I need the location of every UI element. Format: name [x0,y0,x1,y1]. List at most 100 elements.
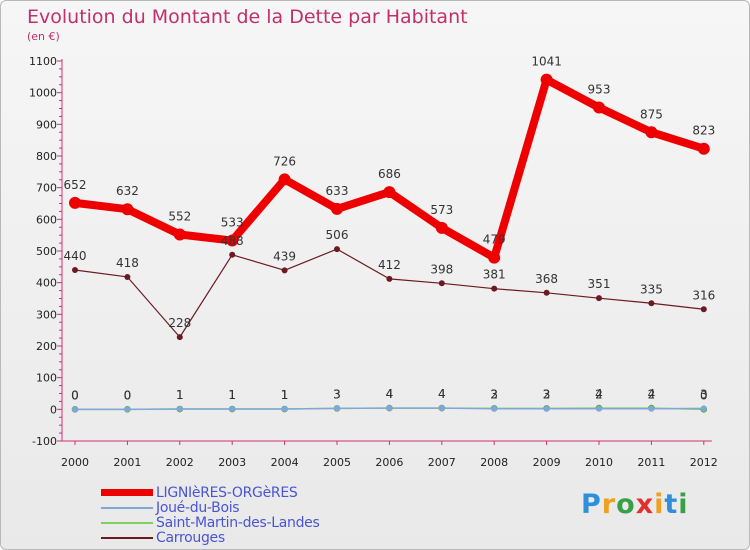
data-label: 2 [648,388,656,402]
data-label: 875 [640,107,663,121]
data-point [69,196,81,209]
data-label: 4 [438,387,446,401]
logo-letter: P [581,489,602,520]
legend-item-joue: Joué-du-Bois [101,500,401,516]
x-tick-label: 2010 [585,456,613,469]
legend-swatch-ligniere [101,489,153,496]
data-label: 632 [116,184,139,198]
data-point [278,173,291,186]
data-label: 1 [281,388,289,402]
data-label: 3 [700,387,708,401]
x-tick-label: 2006 [375,456,403,469]
data-label: 439 [273,249,296,263]
data-label: 0 [124,388,132,402]
data-point [386,405,393,412]
data-point [176,334,183,341]
legend-label-carrouges: Carrouges [156,530,225,546]
data-label: 686 [378,167,401,181]
data-label: 3 [490,387,498,401]
data-point [491,405,498,412]
data-label: 2 [490,388,498,402]
data-point [334,246,340,253]
x-tick-label: 2012 [690,456,718,469]
data-label: 823 [692,124,715,138]
legend-item-ligniere: LIGNIèRES-ORGèRES [101,485,401,501]
data-label: 4 [648,387,656,401]
data-point [281,406,288,413]
data-label: 726 [273,154,296,168]
data-label: 3 [543,387,551,401]
y-tick-label: 400 [36,277,57,290]
data-point [697,142,710,155]
y-tick-label: 100 [36,372,57,385]
legend-label-joue: Joué-du-Bois [156,500,240,516]
x-tick-label: 2008 [480,456,508,469]
y-tick-label: 0 [50,403,57,416]
x-tick-label: 2002 [166,456,194,469]
data-point [596,405,602,412]
data-point [648,300,655,307]
data-label: 4 [386,387,394,401]
y-tick-label: 200 [36,340,57,353]
y-tick-label: 300 [36,308,57,321]
data-label: 398 [430,262,453,276]
data-point [386,275,393,282]
data-point [700,405,707,412]
x-tick-label: 2005 [323,456,351,469]
data-point [226,234,239,247]
y-tick-label: 800 [36,150,57,163]
logo-letter: t [664,489,679,520]
legend-item-saint-martin: Saint-Martin-des-Landes [101,515,401,531]
data-point [331,202,343,215]
data-label: 533 [221,216,244,230]
data-point [72,406,78,413]
data-label: 1 [228,388,236,402]
data-label: 335 [640,282,663,296]
data-label: 351 [588,277,611,291]
data-label: 381 [483,268,506,282]
logo-letter: o [616,489,636,520]
logo-letter: i [654,489,665,520]
data-label: 573 [430,203,453,217]
data-point [438,405,445,412]
data-point [648,405,655,412]
data-point [124,273,131,280]
data-label: 633 [326,184,349,198]
legend-label-ligniere: LIGNIèRES-ORGèRES [156,485,298,501]
y-tick-labels: -100 0 100 200 300 400 500 600 700 800 900 1000 1100 [29,55,57,448]
data-label: 652 [64,178,87,192]
chart-subtitle: (en €) [27,30,60,43]
legend-swatch-carrouges [101,537,153,539]
data-point [121,203,134,216]
legend-swatch-joue [101,507,153,509]
data-point [435,221,448,234]
legend-item-carrouges: Carrouges [101,530,401,546]
legend-swatch-saint-martin [101,522,153,524]
y-tick-label: 1100 [29,55,57,68]
data-point [124,406,131,413]
y-tick-label: 1000 [29,87,57,100]
x-tick-label: 2001 [113,456,141,469]
data-label: 316 [692,288,715,302]
y-tick-label: 600 [36,213,57,226]
data-point [543,289,550,296]
data-point [700,306,707,313]
data-point [72,267,78,273]
data-label: 552 [168,210,191,224]
data-point [229,251,236,258]
data-point [596,295,602,302]
x-tick-label: 2004 [271,456,299,469]
data-label: 1041 [531,55,562,69]
x-tick-label: 2000 [61,456,89,469]
data-label: 0 [124,388,132,402]
data-point [540,73,553,86]
data-label: 506 [326,228,349,242]
logo-letter: x [635,489,655,520]
y-tick-label: 700 [36,182,57,195]
data-label: 1 [228,388,236,402]
data-point [488,251,501,264]
logo-letter: i [678,489,689,520]
